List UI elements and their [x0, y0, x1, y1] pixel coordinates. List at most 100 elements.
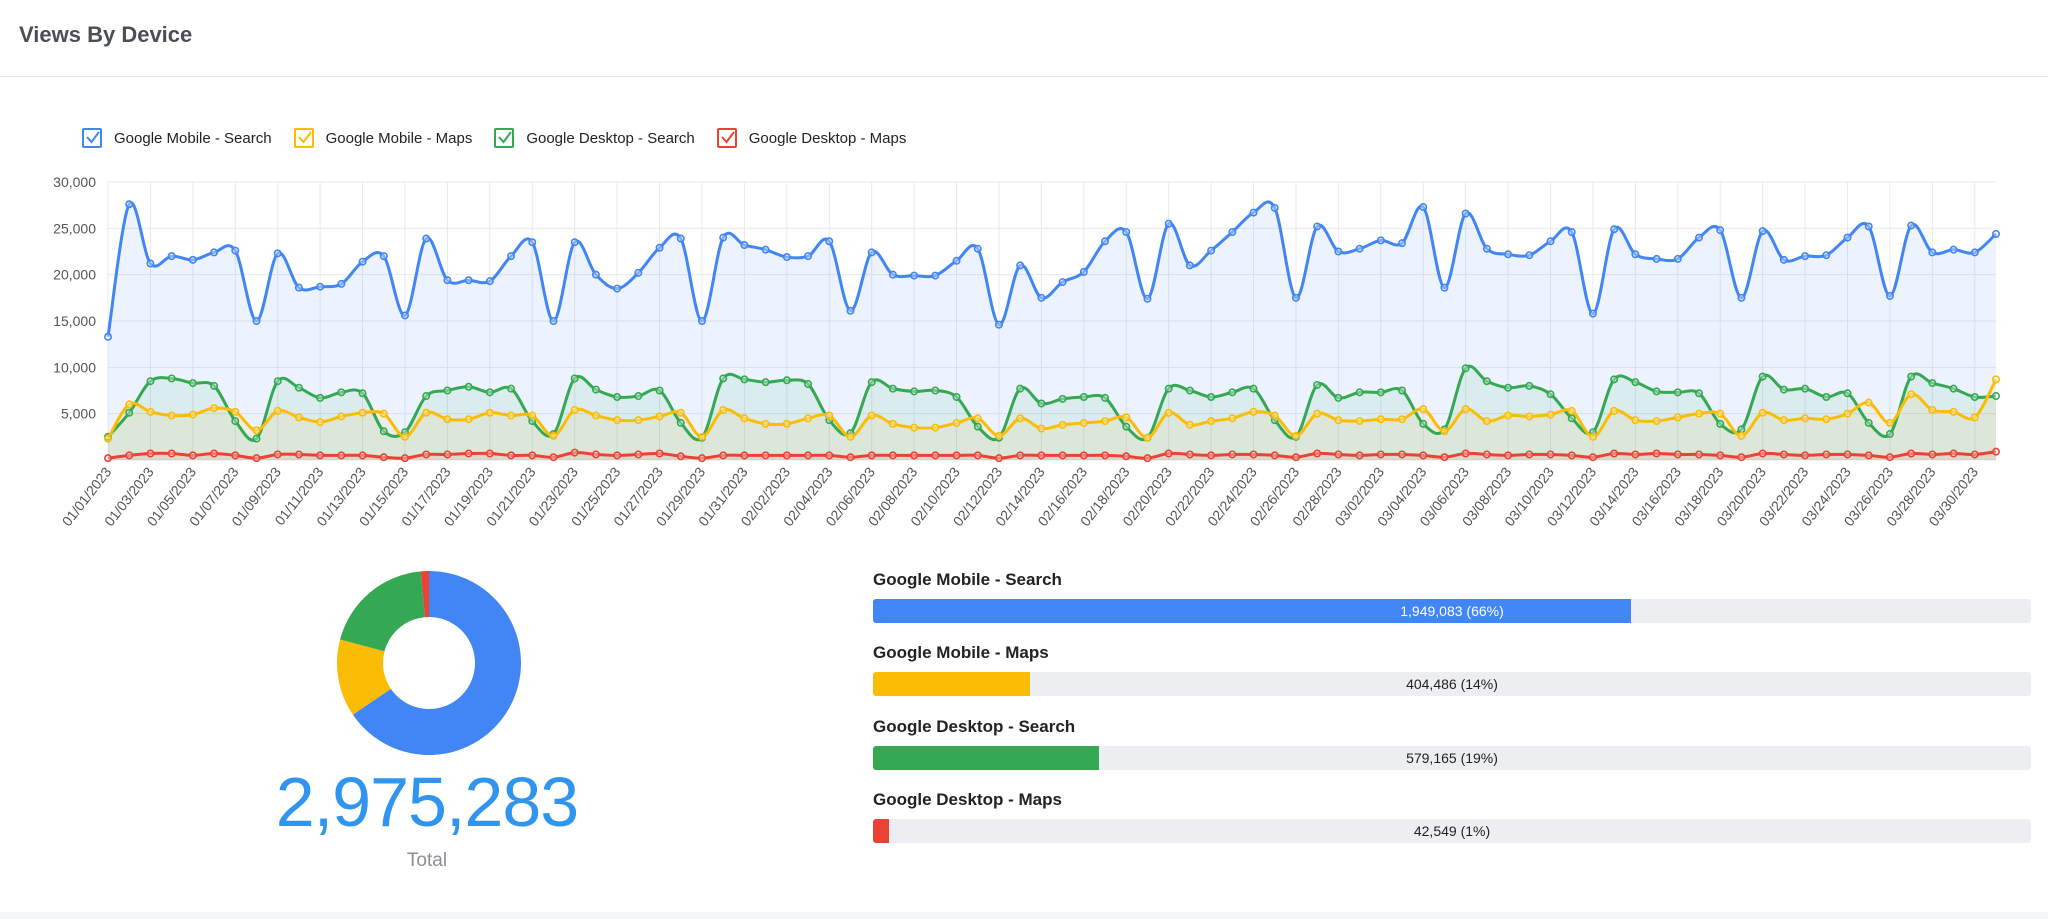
data-point[interactable] [953, 258, 959, 264]
data-point[interactable] [529, 412, 535, 418]
data-point[interactable] [953, 420, 959, 426]
data-point[interactable] [465, 416, 471, 422]
data-point[interactable] [1632, 379, 1638, 385]
data-point[interactable] [1123, 423, 1129, 429]
data-point[interactable] [465, 450, 471, 456]
data-point[interactable] [1293, 295, 1299, 301]
data-point[interactable] [1802, 253, 1808, 259]
data-point[interactable] [1165, 221, 1171, 227]
data-point[interactable] [1887, 420, 1893, 426]
data-point[interactable] [1229, 229, 1235, 235]
data-point[interactable] [720, 407, 726, 413]
data-point[interactable] [508, 452, 514, 458]
data-point[interactable] [1378, 451, 1384, 457]
data-point[interactable] [1059, 396, 1065, 402]
data-point[interactable] [232, 452, 238, 458]
data-point[interactable] [1187, 387, 1193, 393]
data-point[interactable] [1335, 417, 1341, 423]
data-point[interactable] [1123, 453, 1129, 459]
data-point[interactable] [1632, 417, 1638, 423]
data-point[interactable] [1993, 376, 1999, 382]
data-point[interactable] [1229, 415, 1235, 421]
data-point[interactable] [529, 239, 535, 245]
data-point[interactable] [1675, 414, 1681, 420]
data-point[interactable] [190, 257, 196, 263]
data-point[interactable] [1208, 418, 1214, 424]
data-point[interactable] [508, 385, 514, 391]
data-point[interactable] [1696, 390, 1702, 396]
data-point[interactable] [1972, 451, 1978, 457]
data-point[interactable] [1399, 240, 1405, 246]
data-point[interactable] [317, 284, 323, 290]
data-point[interactable] [1526, 413, 1532, 419]
data-point[interactable] [1038, 452, 1044, 458]
data-point[interactable] [1569, 415, 1575, 421]
data-point[interactable] [1844, 410, 1850, 416]
data-point[interactable] [1293, 433, 1299, 439]
data-point[interactable] [847, 434, 853, 440]
data-point[interactable] [1866, 452, 1872, 458]
data-point[interactable] [487, 410, 493, 416]
data-point[interactable] [635, 417, 641, 423]
data-point[interactable] [1420, 204, 1426, 210]
data-point[interactable] [1187, 262, 1193, 268]
data-point[interactable] [678, 410, 684, 416]
data-point[interactable] [593, 451, 599, 457]
data-point[interactable] [784, 377, 790, 383]
data-point[interactable] [784, 452, 790, 458]
data-point[interactable] [741, 452, 747, 458]
checkbox-checked-icon[interactable] [717, 128, 737, 148]
data-point[interactable] [1526, 451, 1532, 457]
data-point[interactable] [1081, 420, 1087, 426]
data-point[interactable] [1866, 399, 1872, 405]
data-point[interactable] [1144, 455, 1150, 461]
data-point[interactable] [168, 412, 174, 418]
data-point[interactable] [1399, 416, 1405, 422]
data-point[interactable] [593, 271, 599, 277]
data-point[interactable] [296, 284, 302, 290]
data-point[interactable] [147, 260, 153, 266]
data-point[interactable] [826, 412, 832, 418]
data-point[interactable] [1102, 452, 1108, 458]
data-point[interactable] [168, 253, 174, 259]
data-point[interactable] [1102, 418, 1108, 424]
data-point[interactable] [1632, 451, 1638, 457]
checkbox-checked-icon[interactable] [82, 128, 102, 148]
data-point[interactable] [1929, 380, 1935, 386]
data-point[interactable] [211, 450, 217, 456]
data-point[interactable] [126, 201, 132, 207]
data-point[interactable] [1717, 410, 1723, 416]
data-point[interactable] [1569, 408, 1575, 414]
data-point[interactable] [1547, 238, 1553, 244]
data-point[interactable] [1950, 409, 1956, 415]
data-point[interactable] [1802, 415, 1808, 421]
data-point[interactable] [1484, 418, 1490, 424]
data-point[interactable] [571, 375, 577, 381]
data-point[interactable] [232, 409, 238, 415]
data-point[interactable] [1547, 451, 1553, 457]
data-point[interactable] [699, 455, 705, 461]
data-point[interactable] [550, 318, 556, 324]
data-point[interactable] [1887, 454, 1893, 460]
data-point[interactable] [529, 452, 535, 458]
data-point[interactable] [571, 449, 577, 455]
data-point[interactable] [1611, 226, 1617, 232]
data-point[interactable] [1059, 422, 1065, 428]
data-point[interactable] [253, 435, 259, 441]
data-point[interactable] [1781, 257, 1787, 263]
data-point[interactable] [1781, 386, 1787, 392]
data-point[interactable] [1144, 435, 1150, 441]
data-point[interactable] [338, 389, 344, 395]
data-point[interactable] [720, 234, 726, 240]
data-point[interactable] [741, 376, 747, 382]
data-point[interactable] [1229, 451, 1235, 457]
data-point[interactable] [1802, 385, 1808, 391]
data-point[interactable] [847, 454, 853, 460]
data-point[interactable] [147, 378, 153, 384]
data-point[interactable] [1314, 223, 1320, 229]
data-point[interactable] [1759, 373, 1765, 379]
data-point[interactable] [1441, 428, 1447, 434]
data-point[interactable] [1314, 410, 1320, 416]
data-point[interactable] [1569, 452, 1575, 458]
data-point[interactable] [911, 388, 917, 394]
